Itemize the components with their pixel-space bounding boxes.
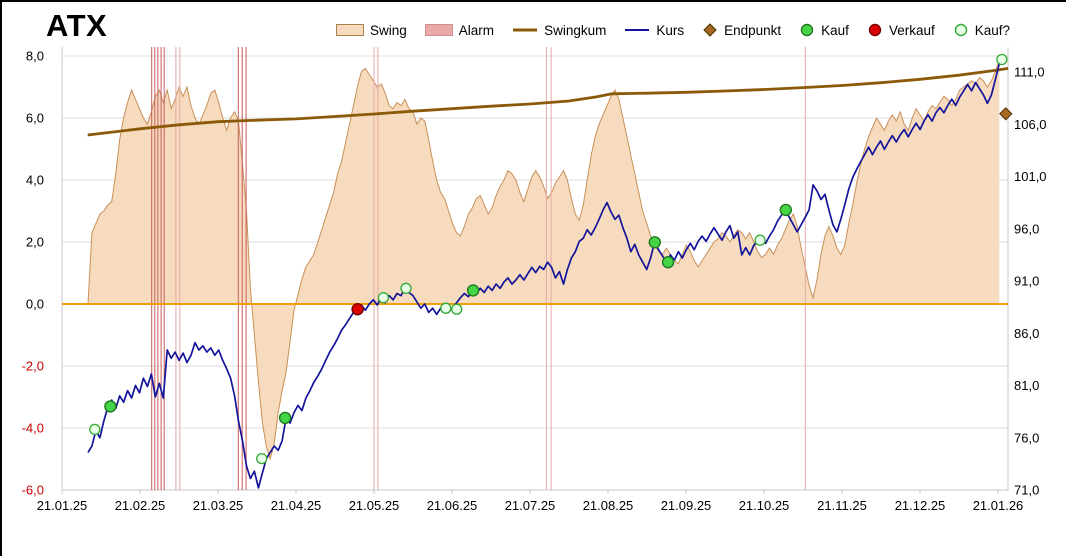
swingkum-line <box>87 67 1009 137</box>
x-axis-label: 21.02.25 <box>115 498 166 513</box>
kauf-marker <box>779 203 792 217</box>
x-axis-label: 21.07.25 <box>505 498 556 513</box>
right-axis-label: 86,0 <box>1014 326 1039 341</box>
swing-legend-icon <box>336 24 365 36</box>
chart-title: ATX <box>46 8 108 43</box>
endpunkt-legend-icon <box>703 23 717 37</box>
kauf-frage-marker <box>89 423 101 436</box>
legend-item-swing: Swing <box>336 22 407 38</box>
window-border-top <box>0 0 1066 2</box>
legend-item-kauf: Kauf <box>799 22 849 38</box>
left-axis-label: -2,0 <box>22 359 44 374</box>
right-axis-label: 71,0 <box>1014 483 1039 498</box>
left-axis-label: 8,0 <box>26 49 44 64</box>
left-axis-label: -4,0 <box>22 421 44 436</box>
right-axis-label: 76,0 <box>1014 430 1039 445</box>
x-axis-label: 21.10.25 <box>739 498 790 513</box>
kauf-legend-icon <box>800 23 814 37</box>
x-axis-label: 21.09.25 <box>661 498 712 513</box>
kurs-legend-icon <box>625 29 650 31</box>
right-axis-label: 91,0 <box>1014 274 1039 289</box>
x-axis-label: 21.05.25 <box>349 498 400 513</box>
legend-item-label: Kurs <box>656 22 685 38</box>
kauf-frage-marker <box>400 282 412 294</box>
legend-item-verkauf: Verkauf <box>867 22 935 38</box>
chart-legend: Swing Alarm Swingkum Kurs Endpunkt Kauf Verkau… <box>336 22 1010 38</box>
kauf-frage-marker <box>996 53 1008 66</box>
legend-item-label: Swingkum <box>544 22 607 38</box>
plot-frame <box>61 47 1009 491</box>
kauf-marker <box>278 411 292 425</box>
x-axis-label: 21.12.25 <box>895 498 946 513</box>
legend-item-label: Swing <box>370 22 407 38</box>
verkauf-legend-icon <box>868 23 882 37</box>
right-axis-label: 101,0 <box>1014 169 1047 184</box>
kauf-marker <box>466 284 480 297</box>
x-axis-label: 21.01.25 <box>37 498 88 513</box>
x-axis-label: 21.11.25 <box>817 498 867 513</box>
legend-item-kurs: Kurs <box>624 22 684 38</box>
kauf-frage-marker <box>377 292 390 304</box>
x-axis-label: 21.08.25 <box>583 498 634 513</box>
legend-item-label: Alarm <box>458 22 495 38</box>
kauf-frage-legend-icon <box>954 23 967 37</box>
legend-item-endpunkt: Endpunkt <box>702 22 781 38</box>
legend-item-label: Kauf? <box>974 22 1010 38</box>
kauf-marker <box>104 400 117 413</box>
left-axis-label: -6,0 <box>22 483 44 498</box>
kauf-marker <box>648 236 661 249</box>
legend-item-alarm: Alarm <box>424 22 495 38</box>
kurs-line <box>87 57 1004 489</box>
legend-item-label: Kauf <box>821 22 849 38</box>
left-axis-label: 6,0 <box>26 111 44 126</box>
kauf-frage-marker <box>754 234 766 246</box>
left-axis-label: 0,0 <box>26 297 44 312</box>
right-axis-label: 81,0 <box>1014 378 1039 393</box>
right-axis-label: 106,0 <box>1014 117 1047 132</box>
x-axis-label: 21.06.25 <box>427 498 478 513</box>
swing-area-edge <box>87 58 1000 461</box>
left-axis-label: 4,0 <box>26 173 44 188</box>
endpunkt-marker <box>999 107 1013 121</box>
legend-item-label: Endpunkt <box>724 22 782 38</box>
x-axis-label: 21.01.26 <box>973 498 1024 513</box>
x-axis-label: 21.03.25 <box>193 498 244 513</box>
kauf-frage-marker <box>440 302 452 314</box>
kauf-frage-marker <box>451 303 463 315</box>
legend-item-label: Verkauf <box>888 22 935 38</box>
right-axis-label: 96,0 <box>1014 221 1039 236</box>
alarm-legend-icon <box>424 24 453 36</box>
x-axis-label: 21.04.25 <box>271 498 322 513</box>
legend-item-kauf-frage: Kauf? <box>953 22 1010 38</box>
left-axis-label: 2,0 <box>26 235 44 250</box>
kauf-marker <box>661 256 675 269</box>
kauf-frage-marker <box>256 452 268 465</box>
legend-item-swingkum: Swingkum <box>512 22 606 38</box>
swingkum-legend-icon <box>513 28 538 32</box>
verkauf-marker <box>351 303 364 316</box>
right-axis-label: 111,0 <box>1014 65 1045 80</box>
swing-area <box>88 59 1000 459</box>
window-border-left <box>0 0 2 556</box>
